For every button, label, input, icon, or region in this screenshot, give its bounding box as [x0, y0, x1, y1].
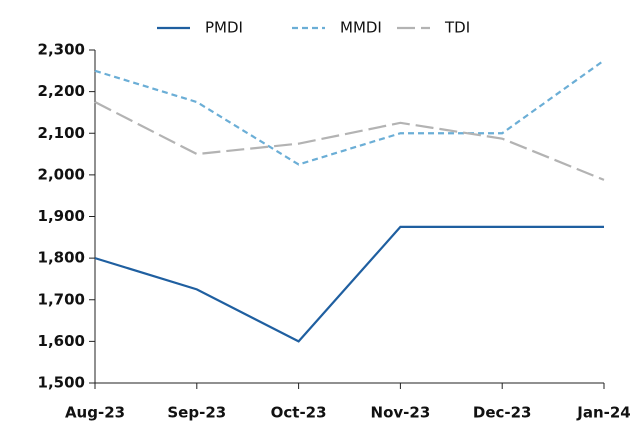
y-tick-label: 2,000 — [38, 165, 85, 183]
series-line — [94, 225, 604, 343]
y-tick-label: 1,900 — [38, 207, 85, 225]
x-tick-label: Sep-23 — [167, 404, 226, 422]
x-tick-label: Dec-23 — [473, 404, 532, 422]
series-line — [94, 59, 605, 166]
legend-label: MMDI — [340, 19, 382, 37]
series-line — [94, 101, 605, 181]
y-tick-label: 1,700 — [38, 290, 85, 308]
x-tick-label: Oct-23 — [271, 404, 327, 422]
x-tick-label: Aug-23 — [65, 404, 125, 422]
legend-label: TDI — [444, 19, 470, 37]
y-tick-label: 1,600 — [38, 332, 85, 350]
y-tick-label: 2,200 — [38, 82, 85, 100]
x-tick-label: Nov-23 — [371, 404, 431, 422]
y-tick-label: 1,500 — [38, 374, 85, 392]
y-tick-label: 1,800 — [38, 249, 85, 267]
y-tick-label: 2,300 — [38, 41, 85, 59]
x-tick-label: Jan-24 — [576, 404, 630, 422]
y-tick-label: 2,100 — [38, 124, 85, 142]
legend-label: PMDI — [205, 19, 243, 37]
